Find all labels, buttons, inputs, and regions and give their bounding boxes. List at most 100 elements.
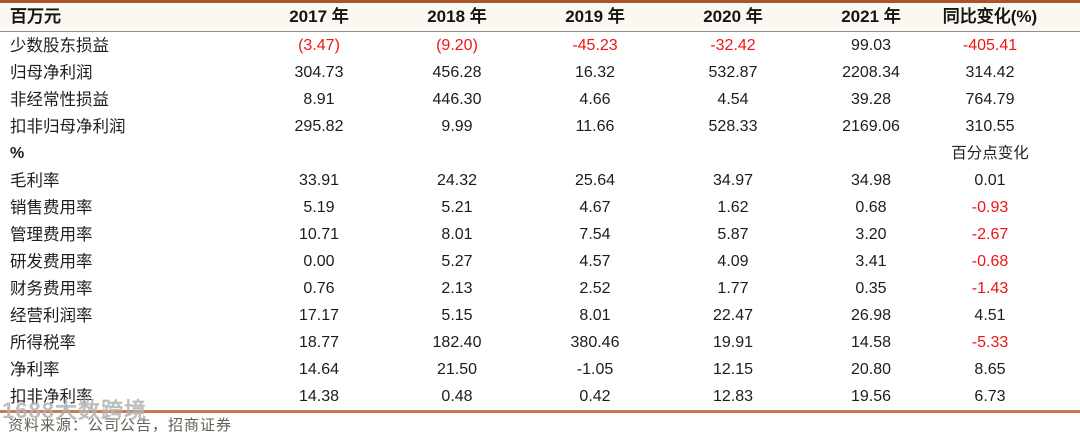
cell-value: 17.17 — [298, 307, 340, 324]
row-label: 少数股东损益 — [10, 36, 109, 55]
cell-value: 764.79 — [965, 91, 1015, 108]
cell-value: 4.66 — [579, 91, 611, 108]
cell-value: 21.50 — [436, 361, 478, 378]
cell-value: 14.38 — [298, 388, 340, 405]
cell-value: 2.13 — [441, 280, 473, 297]
cell-value: 34.98 — [850, 172, 892, 189]
cell-value: 8.01 — [441, 226, 473, 243]
row-label: 研发费用率 — [10, 252, 93, 271]
cell-value: 528.33 — [708, 118, 758, 135]
cell-value: 22.47 — [712, 307, 754, 324]
table-row: 扣非归母净利润 295.82 9.99 11.66 528.33 2169.06 310.5… — [0, 113, 1080, 140]
cell-value: (3.47) — [298, 37, 340, 54]
cell-value: 4.57 — [579, 253, 611, 270]
cell-value: 39.28 — [850, 91, 892, 108]
cell-value: 3.41 — [855, 253, 887, 270]
cell-value: 3.20 — [855, 226, 887, 243]
cell-value: 310.55 — [965, 118, 1015, 135]
cell-value: 24.32 — [436, 172, 478, 189]
cell-value: 14.58 — [850, 334, 892, 351]
cell-value: 8.01 — [579, 307, 611, 324]
cell-value: 446.30 — [432, 91, 482, 108]
col-header-2020: 2020 年 — [703, 7, 763, 26]
cell-value — [802, 140, 940, 167]
row-label: 销售费用率 — [10, 198, 93, 217]
cell-value: 182.40 — [432, 334, 482, 351]
cell-value: 8.91 — [303, 91, 335, 108]
cell-value: 99.03 — [850, 37, 892, 54]
row-label: 所得税率 — [10, 333, 76, 352]
cell-value: 6.73 — [974, 388, 1006, 405]
row-label: 毛利率 — [10, 171, 60, 190]
cell-value: -2.67 — [971, 226, 1009, 243]
cell-value: 4.67 — [579, 199, 611, 216]
cell-value: 380.46 — [570, 334, 620, 351]
table-row: 研发费用率 0.00 5.27 4.57 4.09 3.41 -0.68 — [0, 248, 1080, 275]
table-row: 归母净利润 304.73 456.28 16.32 532.87 2208.34 314.4… — [0, 59, 1080, 86]
cell-value — [250, 140, 388, 167]
cell-value: 12.83 — [712, 388, 754, 405]
table-row: 净利率 14.64 21.50 -1.05 12.15 20.80 8.65 — [0, 356, 1080, 383]
cell-value: 14.64 — [298, 361, 340, 378]
cell-value: -1.43 — [971, 280, 1009, 297]
cell-value: 4.09 — [717, 253, 749, 270]
row-label: 非经常性损益 — [10, 90, 109, 109]
row-label: % — [10, 145, 25, 162]
table-row: 非经常性损益 8.91 446.30 4.66 4.54 39.28 764.79 — [0, 86, 1080, 113]
col-header-yoy-change: 同比变化(%) — [942, 7, 1038, 26]
header-row: 百万元 2017 年 2018 年 2019 年 2020 年 2021 年 同… — [0, 1, 1080, 32]
cell-value: 5.15 — [441, 307, 473, 324]
cell-value: 295.82 — [294, 118, 344, 135]
cell-value: 5.27 — [441, 253, 473, 270]
col-header-2021: 2021 年 — [841, 7, 901, 26]
cell-value — [526, 140, 664, 167]
cell-value: 34.97 — [712, 172, 754, 189]
cell-value: 532.87 — [708, 64, 758, 81]
col-header-2018: 2018 年 — [427, 7, 487, 26]
cell-value: -45.23 — [572, 37, 618, 54]
cell-value: 456.28 — [432, 64, 482, 81]
cell-value: 0.76 — [303, 280, 335, 297]
cell-value: 304.73 — [294, 64, 344, 81]
cell-value: 2169.06 — [842, 118, 900, 135]
cell-value: 百分点变化 — [951, 145, 1029, 162]
row-label: 净利率 — [10, 360, 60, 379]
unit-header: 百万元 — [10, 7, 61, 26]
table-row: 经营利润率 17.17 5.15 8.01 22.47 26.98 4.51 — [0, 302, 1080, 329]
financial-metrics-table: 百万元 2017 年 2018 年 2019 年 2020 年 2021 年 同… — [0, 0, 1080, 413]
cell-value: 20.80 — [850, 361, 892, 378]
cell-value: -0.93 — [971, 199, 1009, 216]
cell-value — [388, 140, 526, 167]
cell-value: -32.42 — [710, 37, 756, 54]
cell-value: 1.77 — [717, 280, 749, 297]
cell-value: 4.51 — [974, 307, 1006, 324]
cell-value: 5.21 — [441, 199, 473, 216]
cell-value: 7.54 — [579, 226, 611, 243]
cell-value: -405.41 — [962, 37, 1018, 54]
row-label: 管理费用率 — [10, 225, 93, 244]
col-header-2017: 2017 年 — [289, 7, 349, 26]
table-row: 财务费用率 0.76 2.13 2.52 1.77 0.35 -1.43 — [0, 275, 1080, 302]
cell-value: -0.68 — [971, 253, 1009, 270]
cell-value: 12.15 — [712, 361, 754, 378]
cell-value — [664, 140, 802, 167]
cell-value: 0.01 — [974, 172, 1006, 189]
row-label: 财务费用率 — [10, 279, 93, 298]
row-label: 经营利润率 — [10, 306, 93, 325]
col-header-2019: 2019 年 — [565, 7, 625, 26]
cell-value: 16.32 — [574, 64, 616, 81]
row-label: 扣非归母净利润 — [10, 117, 126, 136]
table-row: 少数股东损益 (3.47) (9.20) -45.23 -32.42 99.03 -405.… — [0, 32, 1080, 60]
cell-value: 33.91 — [298, 172, 340, 189]
cell-value: 5.19 — [303, 199, 335, 216]
source-note: 资料来源：公司公告，招商证券 — [8, 418, 233, 434]
cell-value: -1.05 — [576, 361, 614, 378]
cell-value: 11.66 — [575, 118, 615, 135]
cell-value: 0.35 — [855, 280, 887, 297]
cell-value: 2.52 — [579, 280, 611, 297]
cell-value: 25.64 — [574, 172, 616, 189]
cell-value: 4.54 — [717, 91, 749, 108]
cell-value: (9.20) — [436, 37, 478, 54]
cell-value: 1.62 — [717, 199, 749, 216]
cell-value: 0.42 — [579, 388, 611, 405]
